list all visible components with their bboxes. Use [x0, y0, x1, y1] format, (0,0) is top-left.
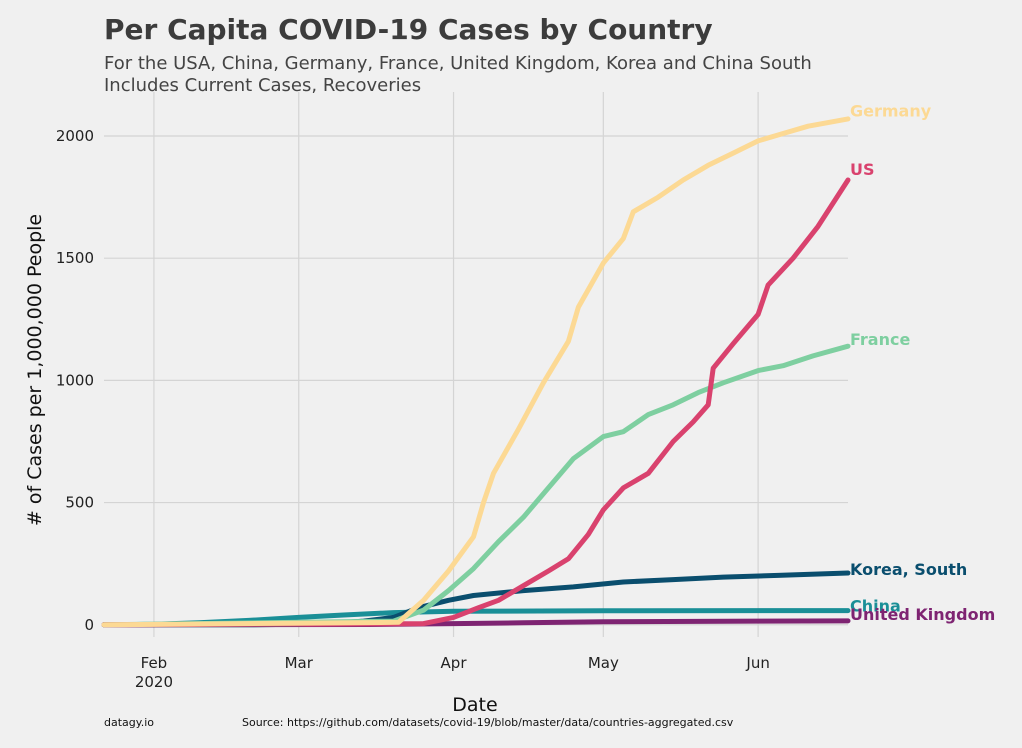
- x-tick-label-2: Apr: [441, 654, 468, 672]
- series-label-us: US: [850, 160, 875, 179]
- series-label-korea-south: Korea, South: [850, 560, 967, 579]
- y-ticks: 0 500 1000 1500 2000: [56, 127, 94, 634]
- footer-credit: datagy.io: [104, 716, 154, 729]
- x-tick-label-1: Mar: [285, 654, 314, 672]
- series-line-us: [101, 177, 851, 628]
- grid: [104, 92, 848, 637]
- series-label-france: France: [850, 330, 910, 349]
- series-line-france: [101, 343, 851, 628]
- series-label-germany: Germany: [850, 102, 932, 121]
- series-lines: [101, 116, 851, 628]
- x-axis-label: Date: [452, 694, 497, 716]
- series-line-germany: [101, 116, 851, 628]
- series-label-china: China: [850, 596, 901, 615]
- y-tick-label-3: 1500: [56, 249, 94, 267]
- x-tick-label-4: Jun: [745, 654, 769, 672]
- y-axis-label: # of Cases per 1,000,000 People: [24, 214, 46, 526]
- y-tick-label-2: 1000: [56, 371, 94, 389]
- footer-source: Source: https://github.com/datasets/covi…: [242, 716, 734, 729]
- y-tick-label-1: 500: [65, 494, 94, 512]
- chart-subtitle-line-1: For the USA, China, Germany, France, Uni…: [104, 53, 812, 74]
- series-label-united-kingdom: United Kingdom: [850, 605, 995, 624]
- x-tick-label-3: May: [588, 654, 619, 672]
- series-line-korea-south: [101, 570, 851, 628]
- y-tick-label-0: 0: [84, 616, 94, 634]
- chart-title: Per Capita COVID-19 Cases by Country: [104, 13, 713, 46]
- chart-subtitle-line-2: Includes Current Cases, Recoveries: [104, 75, 421, 96]
- y-tick-label-4: 2000: [56, 127, 94, 145]
- x-tick-sublabel-0: 2020: [135, 673, 173, 691]
- x-tick-label-0: Feb: [141, 654, 168, 672]
